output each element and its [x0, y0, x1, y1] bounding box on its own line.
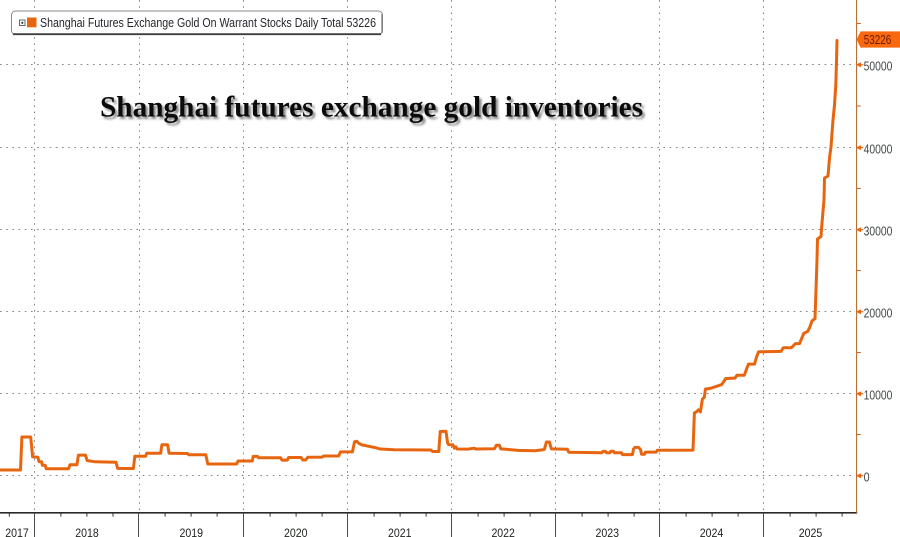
svg-text:2023: 2023	[596, 526, 620, 537]
svg-text:2018: 2018	[75, 526, 99, 537]
svg-text:Shanghai Futures Exchange Gold: Shanghai Futures Exchange Gold On Warran…	[40, 15, 376, 30]
svg-text:2024: 2024	[700, 526, 724, 537]
svg-text:2021: 2021	[388, 526, 412, 537]
svg-text:2020: 2020	[284, 526, 308, 537]
svg-text:Shanghai futures exchange gold: Shanghai futures exchange gold inventori…	[100, 90, 643, 123]
svg-text:10000: 10000	[864, 388, 893, 403]
svg-text:50000: 50000	[864, 59, 893, 74]
svg-text:Shanghai futures exchange gold: Shanghai futures exchange gold inventori…	[100, 90, 643, 123]
svg-text:40000: 40000	[864, 142, 893, 157]
svg-text:2022: 2022	[491, 526, 515, 537]
svg-text:Shanghai futures exchange gold: Shanghai futures exchange gold inventori…	[102, 93, 645, 126]
svg-text:2025: 2025	[799, 526, 823, 537]
svg-text:53226: 53226	[864, 32, 892, 47]
svg-text:30000: 30000	[864, 224, 893, 239]
svg-text:0: 0	[864, 469, 870, 484]
svg-text:20000: 20000	[864, 306, 893, 321]
svg-text:2017: 2017	[5, 526, 29, 537]
svg-text:2019: 2019	[180, 526, 204, 537]
